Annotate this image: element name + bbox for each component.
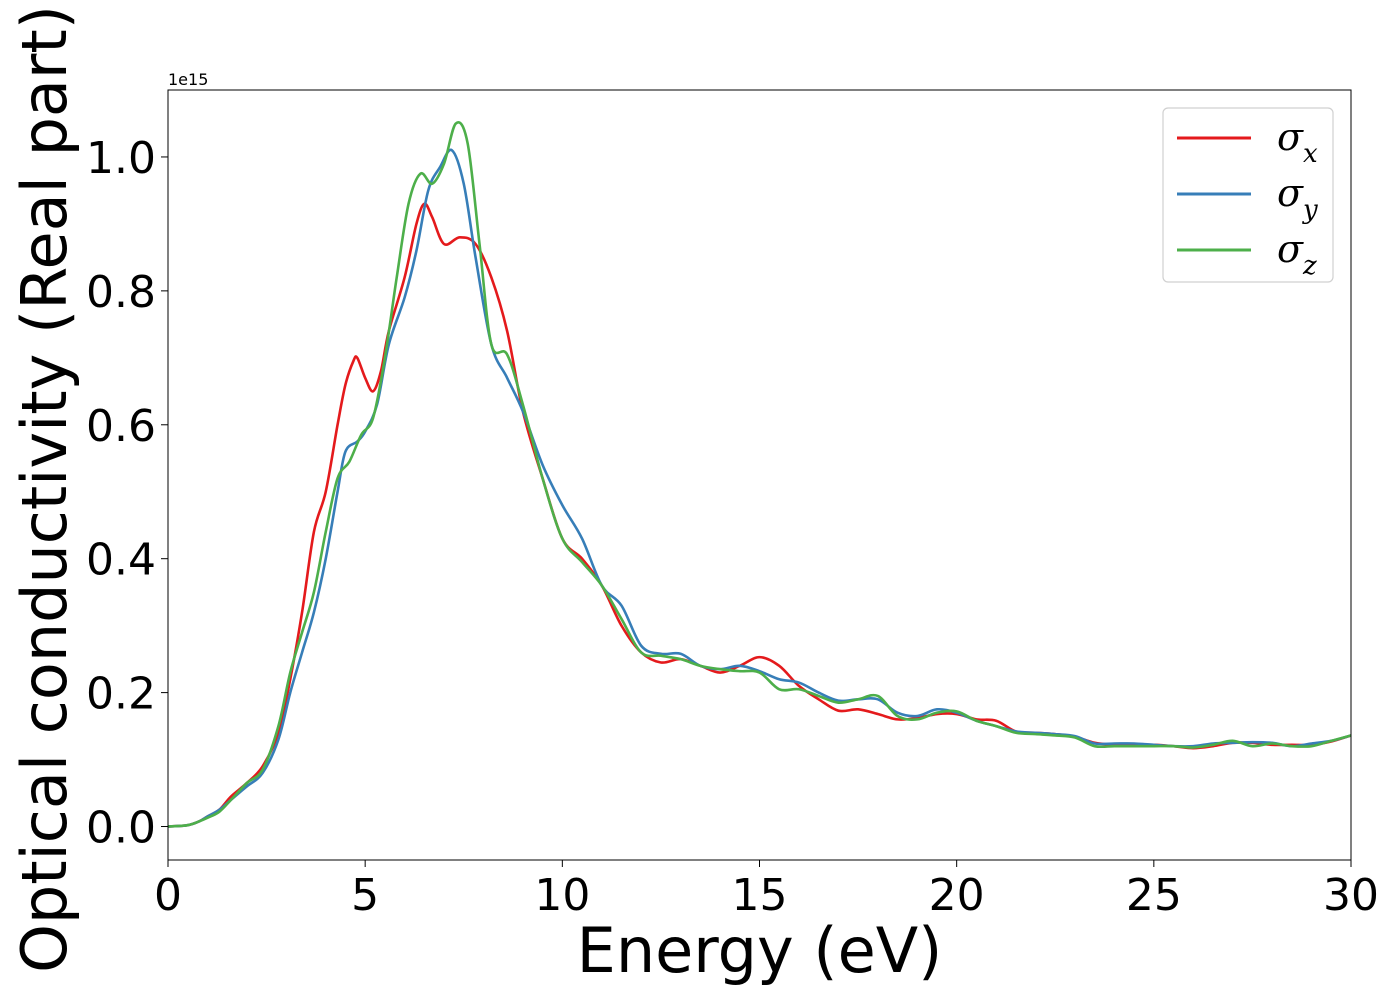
x-axis-title: Energy (eV) — [577, 914, 943, 987]
y-axis: 0.0 0.2 0.4 0.6 0.8 1.0 — [86, 133, 168, 854]
y-tick-label: 1.0 — [86, 133, 156, 184]
series-line-z — [168, 121, 1351, 828]
x-tick-label: 25 — [1126, 870, 1182, 921]
x-tick-label: 10 — [534, 870, 590, 921]
series-line-y — [168, 148, 1351, 828]
x-tick-label: 15 — [732, 870, 788, 921]
y-tick-label: 0.8 — [86, 267, 156, 318]
y-tick-label: 0.6 — [86, 401, 156, 452]
x-tick-label: 20 — [929, 870, 985, 921]
y-tick-label: 0.0 — [86, 803, 156, 854]
y-tick-label: 0.4 — [86, 535, 156, 586]
y-axis-offset-label: 1e15 — [168, 70, 208, 89]
x-axis: 0 5 10 15 20 25 30 — [154, 860, 1379, 921]
y-tick-label: 0.2 — [86, 669, 156, 720]
x-tick-label: 0 — [154, 870, 182, 921]
series-layer — [168, 121, 1351, 828]
y-axis-title: Optical conductivity (Real part) — [8, 5, 81, 973]
x-tick-label: 30 — [1323, 870, 1379, 921]
x-tick-label: 5 — [351, 870, 379, 921]
